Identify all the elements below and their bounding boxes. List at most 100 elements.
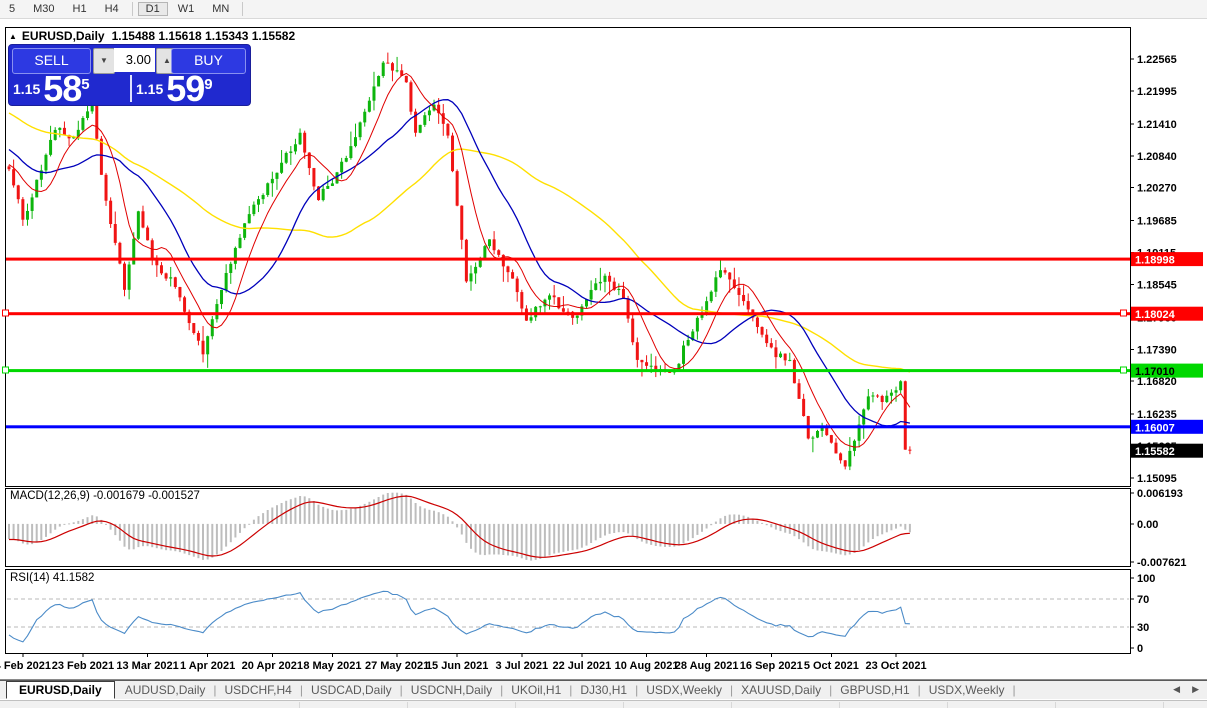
macd-bar xyxy=(862,523,865,547)
volume-input[interactable]: 3.00 xyxy=(114,48,155,72)
chart-tab-xauusd-daily[interactable]: XAUUSD,Daily xyxy=(741,683,822,697)
tab-separator: | xyxy=(1012,683,1016,697)
macd-bar xyxy=(497,523,500,555)
price-tick-label: 1.15095 xyxy=(1137,473,1177,485)
macd-bar xyxy=(636,523,639,540)
chart-tab-usdchf-h4[interactable]: USDCHF,H4 xyxy=(224,683,292,697)
candle-bearish xyxy=(802,398,806,417)
candle-bullish xyxy=(377,75,381,87)
macd-bar xyxy=(146,523,149,547)
date-tick-label: 15 Jun 2021 xyxy=(426,660,488,672)
timeframe-button-d1[interactable]: D1 xyxy=(137,2,168,16)
candle-bullish xyxy=(30,197,34,211)
level-handle-right[interactable] xyxy=(1120,366,1127,374)
candle-bearish xyxy=(196,332,200,341)
macd-bar xyxy=(405,494,408,524)
macd-bar xyxy=(229,523,232,543)
sell-price-display[interactable]: 1.15585 xyxy=(13,71,125,107)
candle-bullish xyxy=(220,289,224,305)
candle-bearish xyxy=(839,453,843,461)
macd-bar xyxy=(354,507,357,524)
candle-bearish xyxy=(843,460,847,467)
chart-tab-usdx-weekly[interactable]: USDX,Weekly xyxy=(646,683,722,697)
macd-bar xyxy=(31,523,34,545)
macd-bar xyxy=(54,523,57,530)
status-bar-segment-divider xyxy=(839,702,840,708)
sell-button[interactable]: SELL xyxy=(12,48,91,74)
candle-bearish xyxy=(109,200,113,225)
candle-bullish xyxy=(275,172,279,179)
timeframe-button-5[interactable]: 5 xyxy=(9,3,16,15)
macd-bar xyxy=(91,515,94,524)
candle-bearish xyxy=(187,311,191,324)
timeframe-button-h1[interactable]: H1 xyxy=(72,3,87,15)
candle-bullish xyxy=(598,281,602,284)
level-handle-left[interactable] xyxy=(2,309,9,317)
rsi-panel xyxy=(5,569,1131,654)
macd-histogram xyxy=(8,492,911,561)
macd-bar xyxy=(479,523,482,555)
chart-tab-usdx-weekly[interactable]: USDX,Weekly xyxy=(928,683,1005,697)
chart-tab-ukoil-h1[interactable]: UKOil,H1 xyxy=(511,683,562,697)
candle-bullish xyxy=(474,266,478,274)
horizontal-level-line[interactable] xyxy=(6,257,1130,261)
level-handle-right[interactable] xyxy=(1120,309,1127,317)
horizontal-level-line[interactable] xyxy=(6,425,1130,429)
candle-bearish xyxy=(755,317,759,327)
level-handle-left[interactable] xyxy=(2,366,9,374)
macd-bar xyxy=(331,509,334,524)
date-tick-label: 16 Sep 2021 xyxy=(740,660,803,672)
timeframe-button-mn[interactable]: MN xyxy=(212,3,230,15)
tab-scroll-left-icon[interactable]: ◀ xyxy=(1173,684,1181,694)
macd-bar xyxy=(197,523,200,559)
timeframe-button-h4[interactable]: H4 xyxy=(104,3,119,15)
macd-bar xyxy=(289,499,292,524)
status-bar-segment-divider xyxy=(515,702,516,708)
chart-tab-usdcnh-daily[interactable]: USDCNH,Daily xyxy=(410,683,493,697)
timeframe-button-m30[interactable]: M30 xyxy=(33,3,55,15)
candle-bearish xyxy=(834,442,838,454)
horizontal-level-line[interactable] xyxy=(6,369,1130,373)
candle-bullish xyxy=(589,289,593,300)
candle-bullish xyxy=(289,151,293,153)
macd-bar xyxy=(867,523,870,543)
collapse-triangle-icon[interactable]: ▲ xyxy=(9,32,17,41)
macd-bar xyxy=(511,523,514,556)
chart-tab-dj30-h1[interactable]: DJ30,H1 xyxy=(580,683,628,697)
candle-bearish xyxy=(608,275,612,282)
macd-bar xyxy=(779,523,782,532)
candle-bearish xyxy=(742,294,746,302)
candle-bullish xyxy=(483,246,487,259)
candle-bullish xyxy=(270,178,274,184)
chart-tab-audusd-daily[interactable]: AUDUSD,Daily xyxy=(124,683,206,697)
chart-tab-usdcad-daily[interactable]: USDCAD,Daily xyxy=(310,683,392,697)
candle-bullish xyxy=(718,270,722,278)
macd-bar xyxy=(617,523,620,533)
tab-scroll-right-icon[interactable]: ▶ xyxy=(1192,684,1199,694)
buy-price-prefix: 1.15 xyxy=(136,81,164,97)
date-tick-label: 20 Apr 2021 xyxy=(242,660,303,672)
candle-bearish xyxy=(621,289,625,299)
macd-bar xyxy=(539,523,542,559)
chart-tab-eurusd-daily[interactable]: EURUSD,Daily xyxy=(6,681,115,699)
buy-button[interactable]: BUY xyxy=(171,48,246,74)
macd-bar xyxy=(483,523,486,556)
macd-bar xyxy=(35,523,38,543)
price-tick-label: 1.20270 xyxy=(1137,183,1177,195)
rsi-indicator-label: RSI(14) 41.1582 xyxy=(10,572,95,584)
macd-bar xyxy=(770,523,773,528)
horizontal-level-line[interactable] xyxy=(6,312,1130,316)
timeframe-button-w1[interactable]: W1 xyxy=(177,3,195,15)
candle-bearish xyxy=(404,75,408,83)
macd-bar xyxy=(807,523,810,547)
buy-price-display[interactable]: 1.15599 xyxy=(130,71,250,107)
price-level-badge xyxy=(1131,443,1203,458)
candle-bearish xyxy=(460,205,464,240)
candle-bullish xyxy=(594,283,598,290)
macd-bar xyxy=(322,506,325,524)
chart-tab-gbpusd-h1[interactable]: GBPUSD,H1 xyxy=(840,683,910,697)
volume-decrease-button[interactable]: ▼ xyxy=(93,48,115,74)
macd-bar xyxy=(705,523,708,529)
macd-bar xyxy=(890,523,893,531)
price-level-badge-label: 1.16007 xyxy=(1135,422,1175,434)
